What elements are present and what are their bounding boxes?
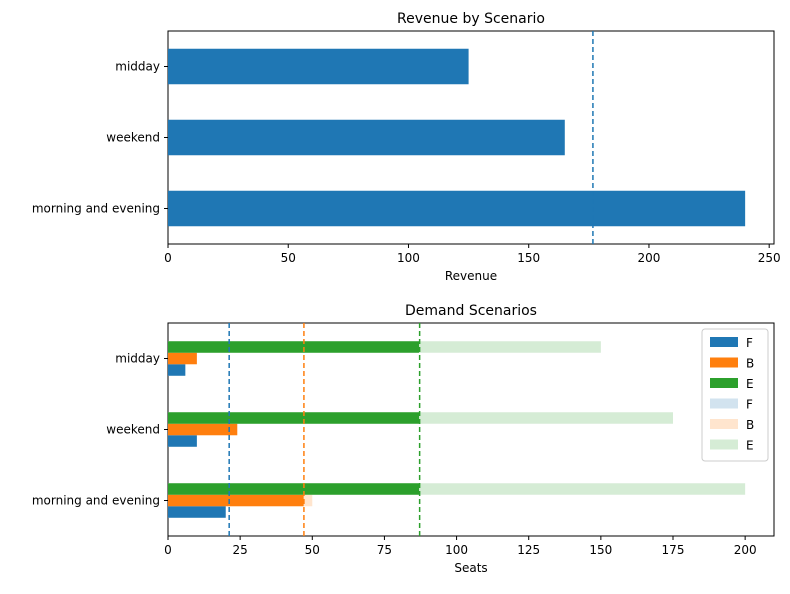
- bar: [168, 341, 420, 353]
- x-tick-label: 50: [281, 251, 296, 265]
- bar: [168, 48, 469, 85]
- bar: [168, 412, 673, 424]
- bar: [168, 435, 197, 447]
- legend-label: E: [746, 377, 754, 391]
- x-tick-label: 175: [662, 543, 685, 557]
- chart-title: Demand Scenarios: [405, 303, 537, 319]
- legend-label: B: [746, 418, 754, 432]
- legend-swatch: [710, 419, 738, 429]
- x-tick-label: 100: [397, 251, 420, 265]
- x-tick-label: 0: [164, 251, 172, 265]
- bar: [168, 364, 186, 376]
- x-axis-label: Revenue: [445, 269, 497, 283]
- x-tick-label: 250: [758, 251, 781, 265]
- bar: [168, 352, 197, 365]
- y-tick-label: midday: [115, 352, 160, 366]
- chart-0-axes: Revenue by Scenario 0 50 100 150 200 250 Revenu…: [32, 11, 781, 283]
- x-tick-label: 50: [305, 543, 320, 557]
- x-tick-label: 200: [734, 543, 757, 557]
- x-tick-label: 200: [637, 251, 660, 265]
- y-tick-label: weekend: [106, 423, 160, 437]
- legend-swatch: [710, 378, 738, 388]
- y-tick-label: morning and evening: [32, 494, 160, 508]
- x-tick-label: 125: [517, 543, 540, 557]
- chart-1-axes: Demand Scenarios 0 25 50 75 100 125 150 175 200 Se…: [32, 303, 775, 575]
- legend-swatch: [710, 357, 738, 368]
- y-tick-label: midday: [115, 60, 160, 74]
- chart-title: Revenue by Scenario: [397, 11, 545, 27]
- legend-swatch: [710, 337, 738, 347]
- y-tick-label: weekend: [106, 131, 160, 145]
- bar: [168, 119, 565, 156]
- bar: [168, 483, 420, 495]
- legend-label: B: [746, 357, 754, 371]
- legend-label: E: [746, 439, 754, 453]
- legend-label: F: [746, 336, 753, 350]
- bar: [168, 483, 746, 495]
- bar: [168, 412, 420, 424]
- bar: [168, 506, 226, 518]
- bar: [168, 423, 238, 436]
- y-tick-label: morning and evening: [32, 202, 160, 216]
- x-axis-label: Seats: [454, 561, 487, 575]
- legend-swatch: [710, 439, 738, 450]
- x-tick-label: 100: [445, 543, 468, 557]
- x-tick-label: 150: [517, 251, 540, 265]
- x-tick-label: 0: [164, 543, 172, 557]
- bar: [168, 494, 304, 507]
- x-tick-label: 25: [233, 543, 248, 557]
- legend-swatch: [710, 398, 738, 409]
- bar: [168, 190, 746, 227]
- x-tick-label: 150: [589, 543, 612, 557]
- x-tick-label: 75: [377, 543, 392, 557]
- legend-label: F: [746, 398, 753, 412]
